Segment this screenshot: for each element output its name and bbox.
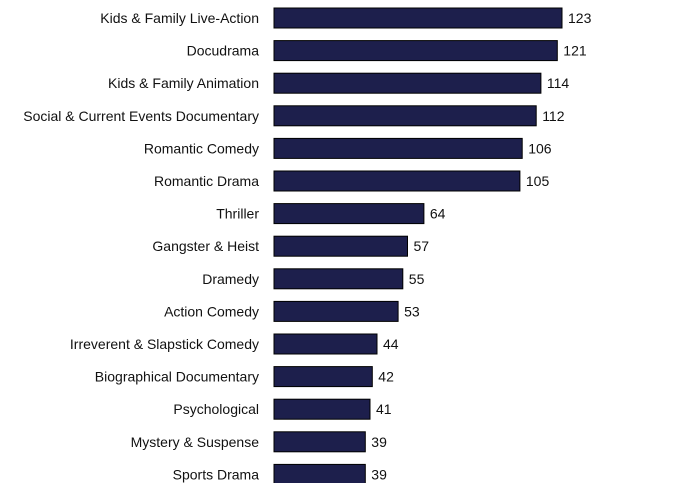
category-tick-label: Kids & Family Animation bbox=[108, 75, 259, 91]
bar bbox=[273, 170, 521, 192]
value-data-label: 41 bbox=[376, 401, 392, 417]
value-data-label: 39 bbox=[371, 434, 387, 450]
value-data-label: 55 bbox=[409, 271, 425, 287]
category-tick-label: Kids & Family Live-Action bbox=[100, 10, 259, 26]
bar bbox=[273, 268, 404, 290]
category-tick-label: Gangster & Heist bbox=[152, 238, 259, 254]
category-tick-label: Romantic Drama bbox=[154, 173, 259, 189]
category-tick-label: Social & Current Events Documentary bbox=[23, 108, 259, 124]
category-tick-label: Psychological bbox=[173, 401, 259, 417]
bar bbox=[273, 333, 378, 355]
bar bbox=[273, 398, 371, 420]
bar bbox=[273, 203, 425, 225]
category-tick-label: Mystery & Suspense bbox=[131, 434, 260, 450]
bar bbox=[273, 40, 558, 62]
value-data-label: 64 bbox=[430, 206, 446, 222]
category-tick-label: Irreverent & Slapstick Comedy bbox=[70, 336, 259, 352]
bar bbox=[273, 431, 366, 453]
value-data-label: 106 bbox=[528, 140, 552, 156]
value-data-label: 44 bbox=[383, 336, 399, 352]
bar bbox=[273, 7, 563, 29]
category-tick-label: Biographical Documentary bbox=[95, 369, 259, 385]
category-tick-label: Sports Drama bbox=[173, 466, 260, 482]
value-data-label: 39 bbox=[371, 466, 387, 482]
category-tick-label: Romantic Comedy bbox=[144, 140, 259, 156]
bar bbox=[273, 300, 399, 322]
bars-layer bbox=[273, 7, 563, 485]
bar bbox=[273, 72, 542, 94]
value-data-label: 53 bbox=[404, 303, 420, 319]
category-tick-label: Action Comedy bbox=[164, 303, 259, 319]
value-data-label: 112 bbox=[542, 108, 565, 124]
bar bbox=[273, 366, 373, 388]
value-data-label: 105 bbox=[526, 173, 550, 189]
category-tick-label: Docudrama bbox=[187, 43, 260, 59]
bar bbox=[273, 105, 537, 127]
bar bbox=[273, 137, 523, 159]
value-data-label: 42 bbox=[378, 369, 394, 385]
value-data-label: 57 bbox=[414, 238, 430, 254]
bar bbox=[273, 235, 408, 257]
category-tick-label: Thriller bbox=[216, 206, 259, 222]
category-tick-label: Dramedy bbox=[202, 271, 259, 287]
category-labels-layer: Kids & Family Live-Action Docudrama Kids &… bbox=[23, 10, 259, 482]
value-data-label: 123 bbox=[568, 10, 592, 26]
value-data-label: 121 bbox=[563, 43, 587, 59]
bar bbox=[273, 463, 366, 485]
value-data-label: 114 bbox=[547, 75, 570, 91]
